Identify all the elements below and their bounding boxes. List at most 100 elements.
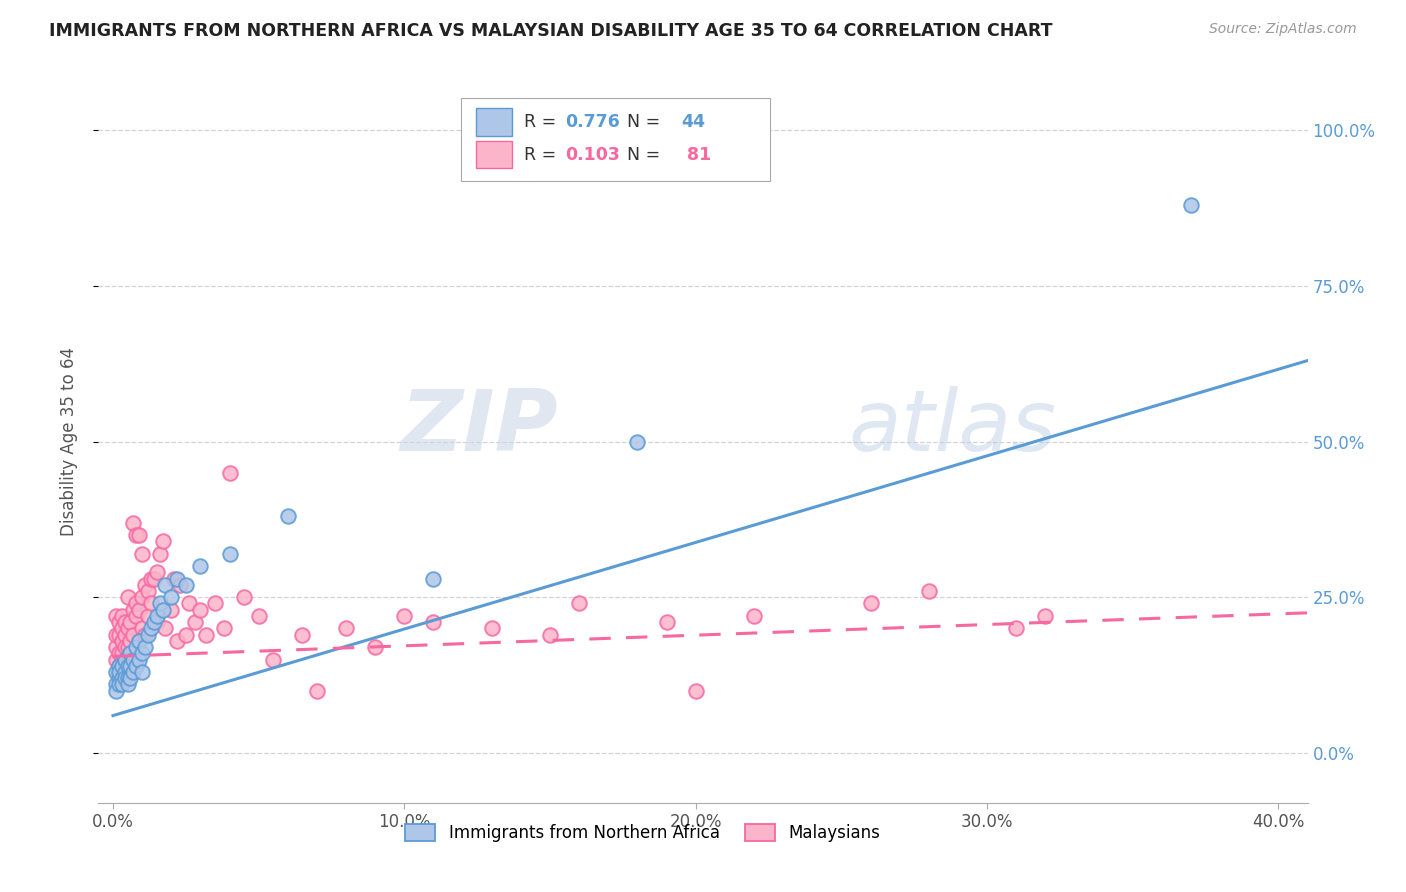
Point	[859, 597, 882, 611]
Text: N =: N =	[616, 113, 665, 131]
Point	[120, 646, 142, 660]
Point	[120, 633, 142, 648]
Point	[152, 603, 174, 617]
Point	[131, 665, 153, 679]
Point	[111, 621, 134, 635]
Point	[568, 597, 591, 611]
Point	[104, 627, 127, 641]
Point	[122, 652, 145, 666]
Point	[742, 609, 765, 624]
Point	[136, 584, 159, 599]
Point	[125, 528, 148, 542]
Point	[262, 652, 284, 666]
Point	[918, 584, 941, 599]
Text: IMMIGRANTS FROM NORTHERN AFRICA VS MALAYSIAN DISABILITY AGE 35 TO 64 CORRELATION: IMMIGRANTS FROM NORTHERN AFRICA VS MALAY…	[49, 22, 1053, 40]
Point	[128, 633, 150, 648]
Point	[122, 627, 145, 641]
Point	[128, 528, 150, 542]
Point	[125, 597, 148, 611]
Point	[145, 615, 167, 630]
Point	[155, 578, 177, 592]
Point	[114, 665, 136, 679]
Point	[114, 627, 136, 641]
Point	[117, 658, 139, 673]
Point	[134, 578, 156, 592]
Text: R =: R =	[524, 145, 562, 164]
Point	[160, 591, 183, 605]
Point	[364, 640, 387, 654]
Point	[120, 615, 142, 630]
Text: 44: 44	[682, 113, 706, 131]
Point	[195, 627, 218, 641]
Point	[136, 627, 159, 641]
Point	[114, 652, 136, 666]
Point	[128, 603, 150, 617]
Point	[149, 547, 172, 561]
FancyBboxPatch shape	[475, 109, 512, 136]
Legend: Immigrants from Northern Africa, Malaysians: Immigrants from Northern Africa, Malaysi…	[399, 817, 886, 848]
Point	[204, 597, 226, 611]
Point	[104, 677, 127, 691]
Point	[136, 609, 159, 624]
Point	[131, 591, 153, 605]
Point	[166, 633, 188, 648]
Point	[108, 615, 131, 630]
Point	[111, 671, 134, 685]
Point	[152, 534, 174, 549]
Point	[626, 434, 648, 449]
Point	[145, 566, 167, 580]
Point	[111, 677, 134, 691]
Point	[277, 509, 299, 524]
Text: 0.776: 0.776	[565, 113, 620, 131]
Point	[114, 671, 136, 685]
Point	[1180, 198, 1202, 212]
Point	[117, 658, 139, 673]
Point	[218, 547, 240, 561]
Text: R =: R =	[524, 113, 562, 131]
Point	[117, 677, 139, 691]
Point	[169, 578, 191, 592]
Point	[125, 609, 148, 624]
Point	[247, 609, 270, 624]
Point	[655, 615, 678, 630]
Point	[177, 597, 200, 611]
Point	[538, 627, 561, 641]
Point	[163, 572, 186, 586]
Point	[111, 658, 134, 673]
Point	[394, 609, 416, 624]
Point	[142, 615, 165, 630]
Point	[117, 640, 139, 654]
Point	[145, 609, 167, 624]
Point	[190, 603, 212, 617]
Point	[128, 652, 150, 666]
Point	[122, 603, 145, 617]
Point	[122, 652, 145, 666]
Point	[481, 621, 503, 635]
Point	[134, 627, 156, 641]
Point	[139, 572, 162, 586]
Point	[139, 597, 162, 611]
Point	[149, 597, 172, 611]
Point	[291, 627, 314, 641]
Point	[122, 516, 145, 530]
Point	[233, 591, 256, 605]
Point	[134, 640, 156, 654]
FancyBboxPatch shape	[461, 98, 769, 181]
Point	[117, 621, 139, 635]
Point	[335, 621, 357, 635]
Point	[120, 671, 142, 685]
Point	[120, 646, 142, 660]
Point	[174, 578, 197, 592]
Point	[114, 615, 136, 630]
Point	[1005, 621, 1028, 635]
Y-axis label: Disability Age 35 to 64: Disability Age 35 to 64	[59, 347, 77, 536]
Point	[128, 633, 150, 648]
Point	[1033, 609, 1056, 624]
Point	[117, 671, 139, 685]
Point	[131, 547, 153, 561]
Point	[125, 658, 148, 673]
Text: atlas: atlas	[848, 385, 1056, 468]
Point	[422, 615, 444, 630]
Point	[305, 683, 328, 698]
Point	[111, 609, 134, 624]
